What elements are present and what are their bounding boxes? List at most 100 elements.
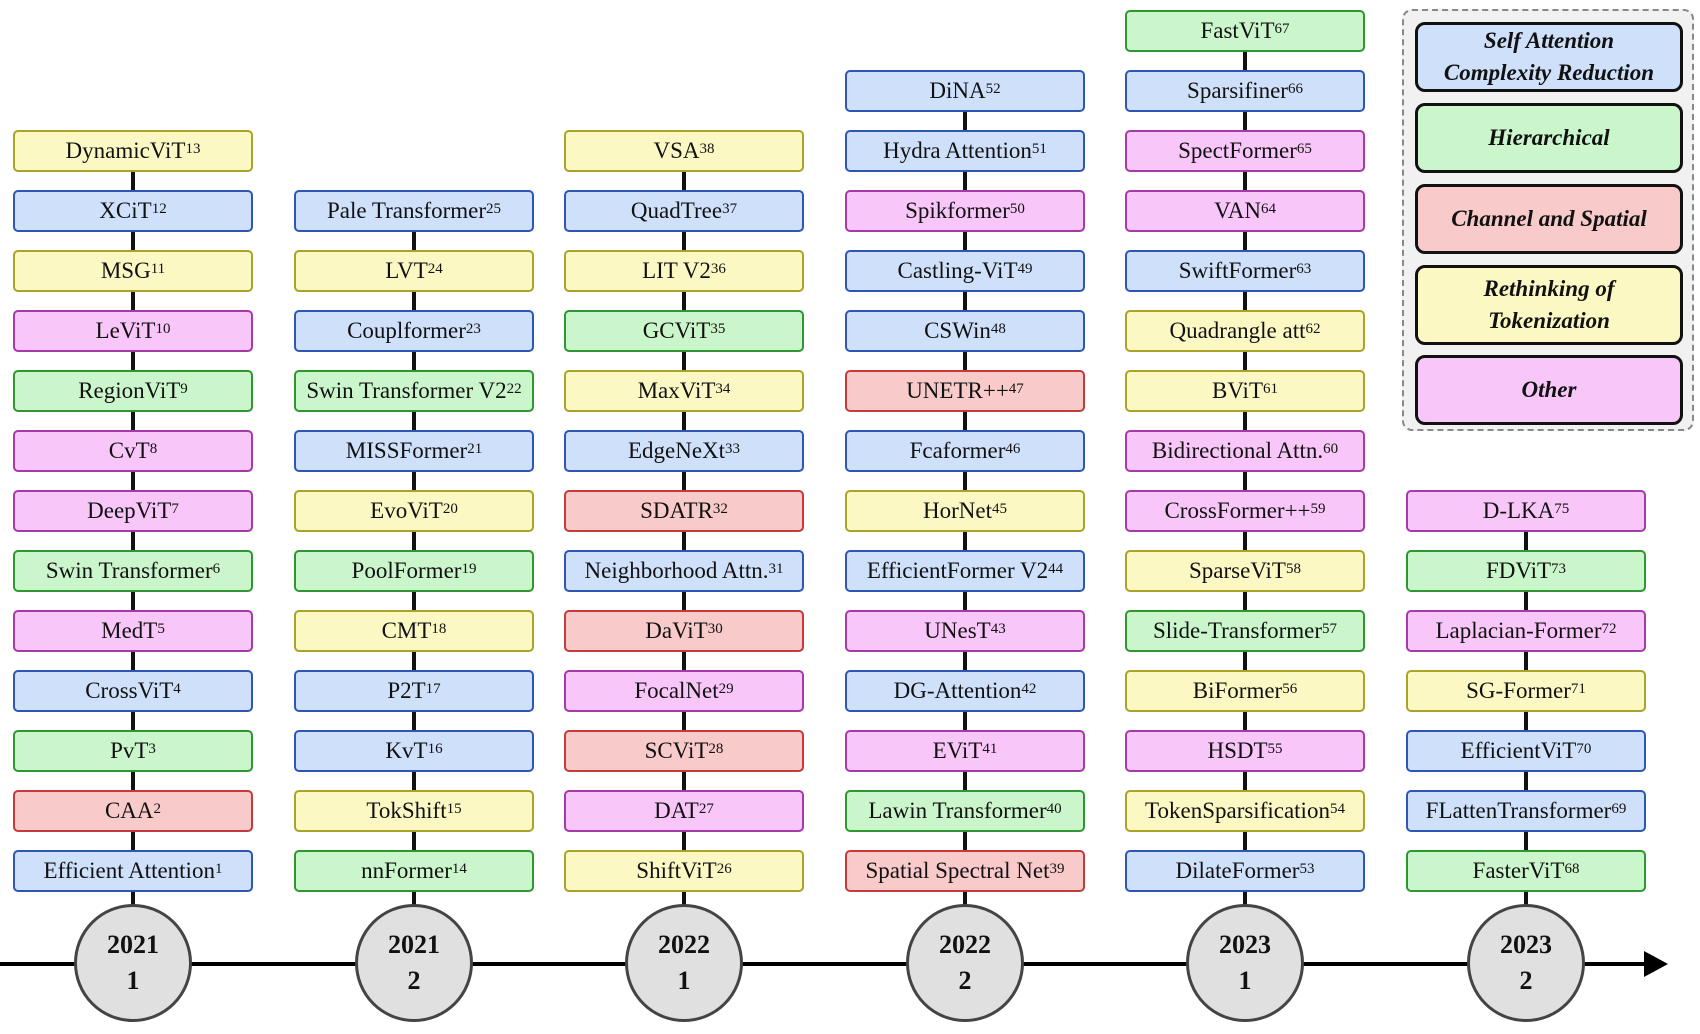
model-reference: 6: [212, 560, 221, 577]
model-box: Couplformer 23: [294, 310, 534, 352]
model-reference: 49: [1017, 260, 1033, 277]
model-name: CMT: [381, 618, 432, 643]
model-reference: 65: [1296, 140, 1312, 157]
model-reference: 19: [461, 560, 477, 577]
model-name: PoolFormer: [351, 558, 462, 583]
period-half: 1: [126, 966, 140, 995]
timeline-arrowhead: [1644, 951, 1668, 977]
period-circle: 2022 1: [625, 904, 743, 1022]
period-circle: 2023 1: [1186, 904, 1304, 1022]
model-box: EdgeNeXt 33: [564, 430, 804, 472]
model-name: DynamicViT: [65, 138, 186, 163]
model-box: Hydra Attention 51: [845, 130, 1085, 172]
model-box: P2T 17: [294, 670, 534, 712]
model-reference: 59: [1310, 500, 1326, 517]
model-name: Hydra Attention: [883, 138, 1032, 163]
model-reference: 2: [153, 800, 162, 817]
model-reference: 9: [180, 380, 188, 397]
model-reference: 23: [465, 320, 481, 337]
model-reference: 27: [698, 800, 714, 817]
model-reference: 28: [708, 740, 724, 757]
model-reference: 11: [150, 260, 166, 277]
model-box: DaViT 30: [564, 610, 804, 652]
model-box: MSG 11: [13, 250, 253, 292]
model-reference: 8: [149, 440, 158, 457]
model-reference: 25: [486, 200, 502, 217]
legend-channel-spatial: Channel and Spatial: [1415, 184, 1683, 254]
model-reference: 22: [506, 380, 522, 397]
model-box: TokenSparsification 54: [1125, 790, 1365, 832]
model-reference: 1: [214, 860, 223, 877]
model-reference: 46: [1005, 440, 1021, 457]
model-box: DilateFormer 53: [1125, 850, 1365, 892]
model-name: nnFormer: [361, 858, 452, 883]
model-reference: 67: [1274, 20, 1290, 37]
model-box: UNETR++ 47: [845, 370, 1085, 412]
period-half: 1: [1238, 966, 1252, 995]
model-name: Slide-Transformer: [1152, 618, 1323, 643]
model-box: CAA 2: [13, 790, 253, 832]
model-reference: 53: [1299, 860, 1315, 877]
model-reference: 58: [1286, 560, 1301, 577]
model-name: DG-Attention: [893, 678, 1022, 703]
model-reference: 21: [467, 440, 483, 457]
model-reference: 26: [716, 860, 732, 877]
model-reference: 62: [1305, 320, 1321, 337]
model-name: EdgeNeXt: [627, 438, 726, 463]
model-name: QuadTree: [630, 198, 723, 223]
model-name: MedT: [101, 618, 158, 643]
model-name: LIT V2: [642, 258, 711, 283]
model-box: Swin Transformer 6: [13, 550, 253, 592]
model-box: CMT 18: [294, 610, 534, 652]
model-reference: 7: [171, 500, 179, 517]
model-reference: 20: [442, 500, 458, 517]
model-box: SG-Former 71: [1406, 670, 1646, 712]
model-reference: 14: [451, 860, 467, 877]
model-reference: 35: [710, 320, 726, 337]
model-reference: 39: [1049, 860, 1065, 877]
period-half: 1: [677, 966, 691, 995]
model-box: RegionViT 9: [13, 370, 253, 412]
model-name: LeViT: [95, 318, 156, 343]
model-box: Lawin Transformer 40: [845, 790, 1085, 832]
legend-rethinking-tokenization: Rethinking of Tokenization: [1415, 265, 1683, 345]
model-reference: 47: [1008, 380, 1024, 397]
model-name: P2T: [387, 678, 426, 703]
model-name: Lawin Transformer: [868, 798, 1047, 823]
model-box: SwiftFormer 63: [1125, 250, 1365, 292]
model-box: QuadTree 37: [564, 190, 804, 232]
model-name: LVT: [385, 258, 428, 283]
model-box: SCViT 28: [564, 730, 804, 772]
timeline-axis: [0, 962, 1648, 966]
model-box: D-LKA 75: [1406, 490, 1646, 532]
model-box: Spatial Spectral Net 39: [845, 850, 1085, 892]
model-reference: 16: [427, 740, 443, 757]
model-reference: 30: [707, 620, 723, 637]
model-reference: 60: [1323, 440, 1339, 457]
model-name: KvT: [385, 738, 428, 763]
period-year: 2022: [658, 930, 710, 959]
model-name: BiFormer: [1192, 678, 1283, 703]
model-name: FDViT: [1485, 558, 1552, 583]
model-reference: 56: [1282, 680, 1298, 697]
model-reference: 18: [431, 620, 447, 637]
model-name: MISSFormer: [345, 438, 468, 463]
model-box: PoolFormer 19: [294, 550, 534, 592]
model-box: HorNet 45: [845, 490, 1085, 532]
model-name: CAA: [104, 798, 154, 823]
model-name: UNesT: [924, 618, 991, 643]
model-box: Efficient Attention 1: [13, 850, 253, 892]
model-reference: 15: [446, 800, 462, 817]
model-name: XCiT: [99, 198, 152, 223]
model-reference: 13: [185, 140, 201, 157]
model-name: UNETR++: [906, 378, 1009, 403]
model-name: Bidirectional Attn.: [1151, 438, 1324, 463]
model-box: SDATR 32: [564, 490, 804, 532]
model-box: XCiT 12: [13, 190, 253, 232]
model-name: Fcaformer: [909, 438, 1006, 463]
model-reference: 45: [991, 500, 1007, 517]
model-reference: 48: [990, 320, 1006, 337]
legend-rethinking-line1: Rethinking of: [1483, 276, 1615, 301]
period-half: 2: [407, 966, 421, 995]
model-reference: 40: [1046, 800, 1062, 817]
